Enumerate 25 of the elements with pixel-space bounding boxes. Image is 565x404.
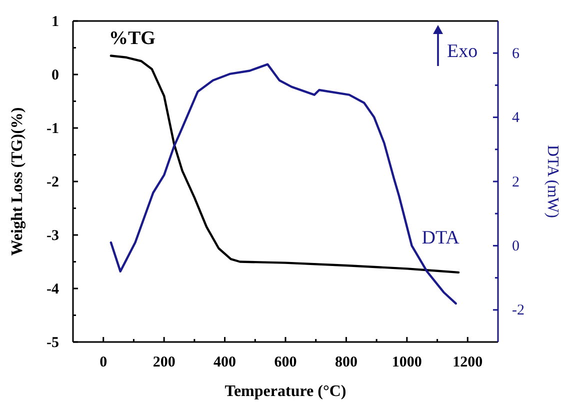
y2-tick-label: 6 [512, 46, 520, 62]
y-tick-label: -5 [46, 334, 59, 351]
x-tick-label: 200 [152, 354, 176, 371]
y-tick-label: -3 [46, 228, 59, 244]
y2-tick-label: 0 [512, 238, 520, 254]
x-tick-label: 1000 [392, 354, 422, 371]
y-tick-label: 0 [52, 67, 59, 84]
series-label: %TG [108, 28, 156, 49]
x-tick-label: 400 [214, 354, 236, 371]
y2-axis-title: DTA (mW) [544, 145, 561, 218]
y-tick-label: -4 [46, 281, 60, 298]
y-axis-title: Weight Loss (TG)(%) [9, 107, 26, 256]
y-tick-label: 1 [52, 14, 59, 30]
y2-tick-label: -2 [512, 302, 524, 319]
x-tick-label: 1200 [452, 354, 483, 371]
series-label: DTA [422, 228, 460, 249]
annotation: Exo [447, 41, 478, 62]
y-tick-label: -1 [46, 120, 59, 137]
x-tick-label: 600 [274, 354, 297, 371]
y2-tick-label: 4 [512, 110, 520, 126]
y-tick-label: -2 [46, 174, 59, 190]
x-axis-title: Temperature (°C) [224, 383, 346, 400]
x-tick-label: 800 [334, 354, 358, 371]
x-tick-label: 0 [100, 354, 108, 371]
y2-tick-label: 2 [512, 174, 520, 190]
